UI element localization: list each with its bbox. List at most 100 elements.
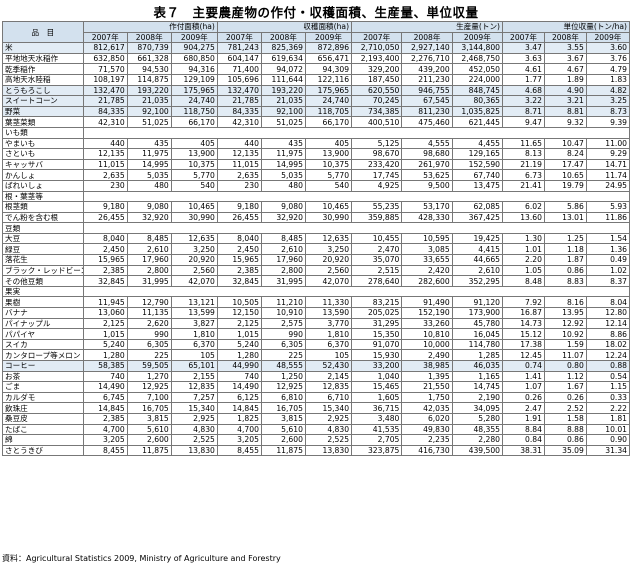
value-cell: 15,350	[351, 328, 403, 340]
value-cell: 12,150	[216, 307, 262, 319]
value-cell: 14.73	[502, 317, 545, 330]
table-row: たばこ 4,700 5,610 4,830 4,700 5,610 4,830 41,535 4…	[2, 423, 631, 436]
value-cell: 440	[82, 137, 128, 150]
table-row: 果樹 11,945 12,790 13,121 10,505 11,210 11,330 83…	[2, 296, 631, 309]
value-cell: 12,925	[260, 381, 306, 393]
value-cell: 2,560	[304, 264, 353, 277]
value-cell: 2,280	[451, 434, 504, 446]
value-cell: 8.48	[502, 275, 545, 287]
table-title: 表７ 主要農産物の作付・収穫面積、生産量、単位収量	[153, 5, 479, 20]
value-cell: 0.86	[543, 264, 587, 277]
value-cell: 1.59	[543, 338, 587, 351]
value-cell: 2,575	[260, 317, 306, 330]
year-header: 2007年	[502, 31, 545, 44]
value-cell: 48,555	[260, 360, 306, 372]
value-cell: 2,925	[304, 412, 353, 425]
value-cell: 38.31	[502, 444, 545, 457]
value-cell: 11.07	[543, 349, 587, 361]
value-cell: 6,125	[216, 391, 262, 404]
value-cell: 24.95	[585, 179, 631, 192]
crop-name: 葉茎菜類	[2, 116, 84, 128]
value-cell: 4.67	[543, 63, 587, 75]
value-cell: 48,355	[451, 423, 504, 436]
value-cell: 211,230	[401, 73, 453, 86]
section-spacer	[82, 285, 631, 298]
value-cell: 3,815	[126, 412, 172, 425]
value-cell: 440	[216, 137, 262, 150]
value-cell: 46,035	[451, 360, 504, 372]
value-cell: 14,995	[260, 158, 306, 171]
value-cell: 1,015	[82, 328, 128, 340]
crop-name: いも類	[2, 126, 84, 139]
value-cell: 0.90	[585, 434, 631, 446]
value-cell: 98,680	[401, 148, 453, 160]
table-row: かんしょ 2,635 5,035 5,770 2,635 5,035 5,770 17,745…	[2, 169, 631, 181]
value-cell: 187,450	[351, 73, 403, 86]
value-cell: 4,415	[451, 243, 504, 256]
value-cell: 946,755	[401, 84, 453, 97]
value-cell: 13,900	[304, 148, 353, 160]
value-cell: 872,896	[304, 42, 353, 54]
value-cell: 2,515	[351, 264, 403, 277]
table-row: やまいも 440 435 405 440 435 405 5,125 4,555 4,455 11.…	[2, 137, 631, 150]
value-cell: 114,780	[451, 338, 504, 351]
value-cell: 8,040	[82, 232, 128, 245]
value-cell: 1,250	[260, 370, 306, 383]
value-cell: 0.26	[502, 391, 545, 404]
value-cell: 400,510	[351, 116, 403, 128]
value-cell: 3,250	[304, 243, 353, 256]
crop-name: かんしょ	[2, 169, 84, 181]
value-cell: 14,490	[82, 381, 128, 393]
value-cell: 32,920	[260, 211, 306, 224]
value-cell: 59,505	[126, 360, 172, 372]
value-cell: 5,125	[351, 137, 403, 150]
value-cell: 0.80	[543, 360, 587, 372]
value-cell: 8.71	[502, 105, 545, 118]
value-cell: 8.24	[543, 148, 587, 160]
value-cell: 13,475	[451, 179, 504, 192]
value-cell: 15,965	[216, 254, 262, 266]
crop-statistics-table: 品 目 作付面積(ha) 収穫面積(ha) 生産量(トン) 単位収量(トン/ha…	[2, 20, 631, 457]
value-cell: 2,125	[82, 317, 128, 330]
value-cell: 1.25	[543, 232, 587, 245]
value-cell: 13.60	[502, 211, 545, 224]
value-cell: 1.12	[543, 370, 587, 383]
value-cell: 111,644	[260, 73, 306, 86]
value-cell: 475,460	[401, 116, 453, 128]
value-cell: 11.74	[585, 169, 631, 181]
value-cell: 35.09	[543, 444, 587, 457]
crop-name: 高地天水陸稲	[2, 73, 84, 86]
value-cell: 7,100	[126, 391, 172, 404]
value-cell: 10,000	[401, 338, 453, 351]
value-cell: 3.25	[585, 95, 631, 107]
value-cell: 1.77	[502, 73, 545, 86]
value-cell: 4.68	[502, 84, 545, 97]
value-cell: 2,710,050	[351, 42, 403, 54]
value-cell: 105	[304, 349, 353, 361]
value-cell: 13.95	[543, 307, 587, 319]
value-cell: 10,595	[401, 232, 453, 245]
crop-name: カンタロープ等メロン	[2, 349, 84, 361]
value-cell: 2,125	[216, 317, 262, 330]
value-cell: 41,535	[351, 423, 403, 436]
value-cell: 619,634	[260, 52, 306, 65]
value-cell: 4.61	[502, 63, 545, 75]
value-cell: 13,599	[170, 307, 218, 319]
value-cell: 1,040	[351, 370, 403, 383]
table-row: 米 812,617 870,739 904,275 781,243 825,369 872,…	[2, 42, 631, 54]
value-cell: 12.92	[543, 317, 587, 330]
value-cell: 9.47	[502, 116, 545, 128]
value-cell: 0.54	[585, 370, 631, 383]
table-row: キャッサバ 11,015 14,995 10,375 11,015 14,995 10,37…	[2, 158, 631, 171]
value-cell: 8.04	[585, 296, 631, 309]
year-header: 2007年	[351, 31, 403, 44]
crop-name: カルダモ	[2, 391, 84, 404]
value-cell: 26,455	[82, 211, 128, 224]
value-cell: 1.54	[585, 232, 631, 245]
value-cell: 32,920	[126, 211, 172, 224]
value-cell: 4.90	[543, 84, 587, 97]
yield-header: 単位収量(トン/ha)	[502, 21, 630, 33]
value-cell: 4,925	[351, 179, 403, 192]
value-cell: 904,275	[170, 42, 218, 54]
crop-name: 果樹	[2, 296, 84, 309]
